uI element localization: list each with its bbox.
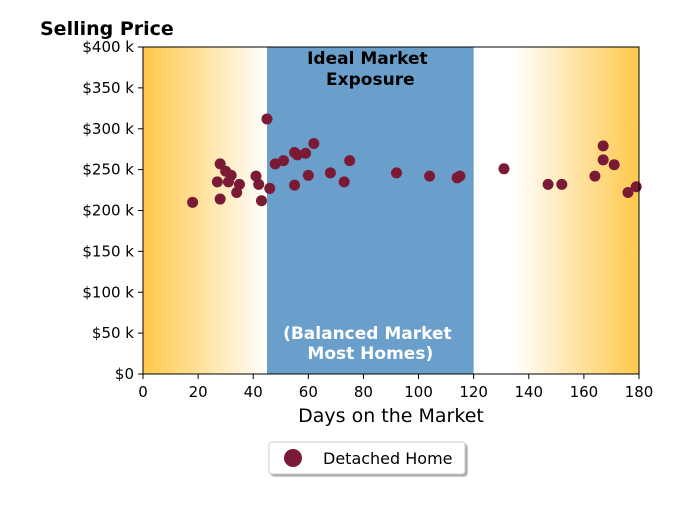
data-points — [187, 113, 642, 208]
left-gradient-region — [143, 47, 268, 374]
x-tick-label: 140 — [514, 383, 543, 401]
data-point — [253, 178, 265, 190]
data-point — [289, 179, 301, 191]
legend: Detached Home — [268, 441, 466, 475]
x-axis-label: Days on the Market — [298, 405, 484, 427]
data-point — [233, 178, 245, 190]
x-tick-label: 80 — [354, 383, 373, 401]
x-tick-label: 40 — [244, 383, 263, 401]
x-tick-label: 160 — [570, 383, 599, 401]
data-point — [498, 163, 510, 175]
y-tick-label: $300 k — [82, 120, 134, 138]
x-axis: 0 20 40 60 80 100 120 140 160 180 — [138, 374, 653, 401]
data-point — [302, 169, 314, 181]
data-point — [261, 113, 273, 125]
x-tick-label: 100 — [404, 383, 433, 401]
legend-label: Detached Home — [323, 449, 453, 468]
band-bottom-label-line2: Most Homes) — [307, 344, 433, 364]
data-point — [225, 169, 237, 181]
data-point — [324, 167, 336, 179]
data-point — [556, 178, 568, 190]
data-point — [300, 147, 312, 159]
band-top-label-line1: Ideal Market — [307, 49, 428, 69]
y-axis: $0 $50 k $100 k $150 k $200 k $250 k $300 k $35… — [82, 38, 143, 383]
y-tick-label: $400 k — [82, 38, 134, 56]
y-tick-label: $100 k — [82, 283, 134, 301]
y-tick-label: $50 k — [92, 324, 134, 342]
x-tick-label: 120 — [459, 383, 488, 401]
band-bottom-label-line1: (Balanced Market — [283, 324, 452, 344]
legend-box — [268, 441, 466, 475]
ideal-market-band — [267, 47, 474, 374]
data-point — [255, 195, 267, 207]
data-point — [214, 193, 226, 205]
data-point — [278, 155, 290, 167]
data-point — [264, 182, 276, 194]
data-point — [597, 154, 609, 166]
data-point — [608, 159, 620, 171]
y-tick-label: $200 k — [82, 202, 134, 220]
data-point — [542, 178, 554, 190]
y-tick-label: $350 k — [82, 79, 134, 97]
band-top-label: Ideal Market Exposure — [307, 49, 433, 90]
y-tick-label: $0 — [115, 365, 134, 383]
y-tick-label: $250 k — [82, 161, 134, 179]
data-point — [391, 167, 403, 179]
data-point — [344, 155, 356, 167]
data-point — [454, 170, 466, 182]
data-point — [291, 149, 303, 161]
band-top-label-line2: Exposure — [326, 70, 415, 90]
data-point — [308, 137, 320, 149]
data-point — [424, 170, 436, 182]
plot-area: Ideal Market Exposure (Balanced Market M… — [142, 46, 642, 375]
legend-marker — [284, 449, 302, 467]
x-tick-label: 0 — [138, 383, 148, 401]
x-tick-label: 180 — [625, 383, 654, 401]
data-point — [211, 176, 223, 188]
data-point — [630, 181, 642, 193]
data-point — [338, 176, 350, 188]
x-tick-label: 60 — [299, 383, 318, 401]
chart-title: Selling Price — [40, 18, 174, 40]
x-tick-label: 20 — [189, 383, 208, 401]
right-gradient-region — [514, 47, 639, 374]
data-point — [589, 170, 601, 182]
band-bottom-label: (Balanced Market Most Homes) — [283, 324, 458, 364]
data-point — [187, 196, 199, 208]
data-point — [269, 158, 281, 170]
data-point — [597, 140, 609, 152]
y-tick-label: $150 k — [82, 242, 134, 260]
data-point — [622, 187, 634, 199]
